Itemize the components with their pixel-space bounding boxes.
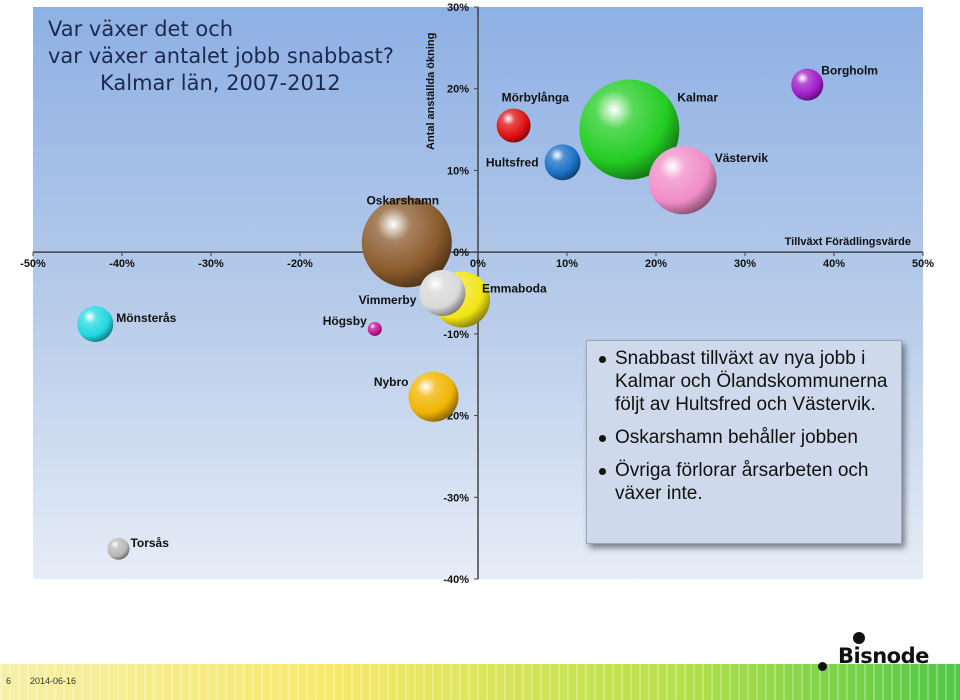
y-axis-title: Antal anställda ökning [425,33,437,150]
bubble-label: Torsås [130,536,169,550]
x-tick-label: 0% [470,258,486,270]
footer-stripes [0,664,960,700]
x-tick-label: 20% [645,258,667,270]
callout-bullet-3: Övriga förlorar årsarbeten och växer int… [597,459,893,505]
bubble-label: Oskarshamn [366,193,439,207]
bubble-label: Västervik [715,151,769,165]
bubble-mönsterås [77,306,114,343]
x-tick-label: 30% [734,258,756,270]
title-line-1: Var växer det och [48,17,234,41]
x-tick-label: 40% [823,258,845,270]
y-tick-label: -30% [443,492,469,504]
bubble-kalmar [579,79,680,180]
x-tick-label: 50% [912,258,934,270]
bubble-label: Emmaboda [482,282,547,296]
bubble-label: Högsby [323,314,367,328]
y-tick-label: 0% [453,247,469,259]
bubble-vimmerby [419,270,466,316]
page-number: 6 [6,676,12,686]
x-tick-label: -30% [198,258,224,270]
logo-text: Bisnode [838,644,929,668]
bubble-label: Mönsterås [116,311,176,325]
y-tick-label: 10% [447,165,469,177]
y-tick-label: 20% [447,84,469,96]
bubble-torsås [107,537,130,560]
bubble-mörbylånga [496,108,531,143]
callout-bullet-2: Oskarshamn behåller jobben [597,426,893,449]
x-tick-label: 10% [556,258,578,270]
x-tick-label: -20% [287,258,313,270]
bubble-borgholm [791,68,824,101]
footer-date: 2014-06-16 [30,676,77,686]
y-tick-label: 30% [447,2,469,14]
callout-bullet-1: Snabbast tillväxt av nya jobb i Kalmar o… [597,347,893,416]
summary-callout: Snabbast tillväxt av nya jobb i Kalmar o… [586,340,902,544]
bubble-label: Vimmerby [359,293,417,307]
y-tick-label: -40% [443,574,469,586]
bubble-högsby [367,321,382,336]
bubble-oskarshamn [361,197,452,288]
bubble-västervik [648,146,717,215]
bisnode-logo: Bisnode [818,632,938,672]
x-axis-title: Tillväxt Förädlingsvärde [785,236,911,248]
bubble-label: Borgholm [821,64,878,78]
x-tick-label: -50% [20,258,46,270]
bubble-label: Kalmar [677,91,718,105]
title-line-3: Kalmar län, 2007-2012 [100,71,341,95]
footer-bar: 6 2014-06-16 [0,664,960,700]
chart-title: Var växer det och var växer antalet jobb… [48,16,428,97]
y-tick-label: -10% [443,329,469,341]
bubble-label: Hultsfred [486,155,539,169]
x-tick-label: -40% [109,258,135,270]
bubble-label: Mörbylånga [502,90,570,104]
title-line-2: var växer antalet jobb snabbast? [48,44,394,68]
logo-dot-large [853,632,865,644]
logo-dot-small [818,662,827,671]
bubble-label: Nybro [374,375,409,389]
bubble-hultsfred [544,144,581,181]
bubble-nybro [408,371,459,422]
